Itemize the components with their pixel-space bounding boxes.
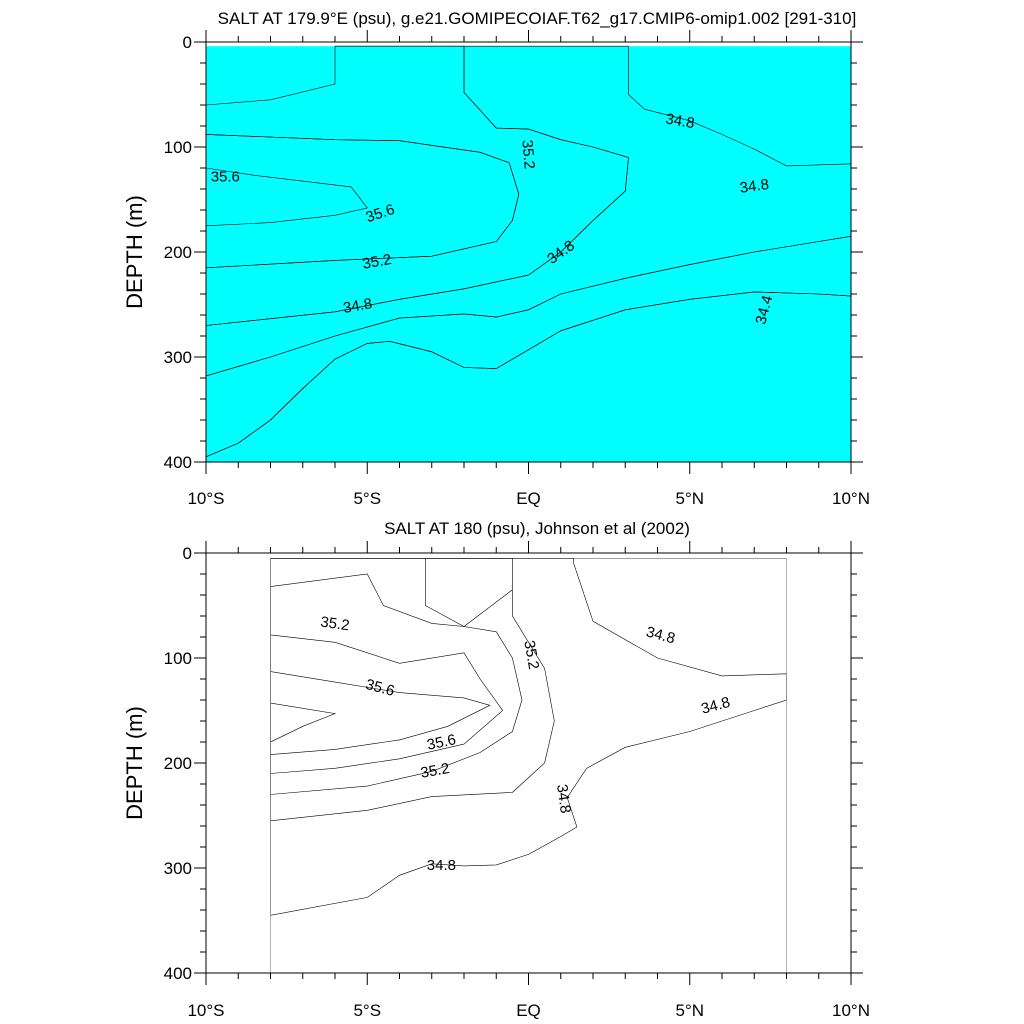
bottom-contour-region-6 [270,702,337,743]
bottom-contour-label-5: 35.6 [425,731,457,754]
bottom-x-tick-label-0: 10°S [187,1001,224,1020]
top-panel: SALT AT 179.9°E (psu), g.e21.GOMIPECOIAF… [122,9,870,508]
bottom-contour-label-6: 35.2 [419,760,451,782]
bottom-contour-label-group-2: 35.2 [520,639,542,671]
top-contour-label-7: 34.8 [342,295,374,317]
bottom-contour-labels: 35.2 34.8 35.2 35.6 34.8 35.6 35.2 34.8 34.8 [319,613,732,873]
top-y-axis-title: DEPTH (m) [122,195,147,309]
top-contour-label-2: 35.2 [518,139,537,170]
top-contour-label-8: 34.4 [752,294,776,327]
top-contour-label-5: 35.2 [361,251,393,273]
top-y-tick-label-1: 100 [164,138,192,157]
top-contour-label-group-7: 34.8 [342,295,374,317]
top-chart-title: SALT AT 179.9°E (psu), g.e21.GOMIPECOIAF… [218,9,857,28]
bottom-contour-label-4: 34.8 [699,694,732,718]
bottom-contour-label-group-7: 34.8 [553,783,574,814]
bottom-y-tick-label-4: 400 [164,964,192,983]
top-contour-label-3: 35.6 [211,168,240,185]
bottom-x-tick-label-1: 5°S [353,1001,381,1020]
bottom-contour-label-8: 34.8 [427,857,456,874]
bottom-x-tick-label-2: EQ [516,1001,541,1020]
bottom-axis-ticks: 10°S 5°S EQ 5°N 10°N 0 100 200 300 400 [164,541,870,1020]
top-contour-label-group-5: 35.2 [361,251,393,273]
bottom-chart-title: SALT AT 180 (psu), Johnson et al (2002) [384,519,690,538]
top-y-tick-label-0: 0 [183,33,192,52]
top-contour-label-group-2: 35.2 [518,139,537,170]
bottom-contour-label-7: 34.8 [553,783,574,814]
bottom-y-tick-label-2: 200 [164,754,192,773]
top-contour-region-5 [206,167,368,227]
top-x-tick-label-3: 5°N [675,489,704,508]
top-contour-label-1: 34.8 [739,176,770,197]
bottom-contour-label-group-4: 34.8 [699,694,732,718]
top-x-tick-label-1: 5°S [353,489,381,508]
bottom-contour-label-group-8: 34.8 [427,857,456,874]
bottom-contour-region-3 [270,573,523,795]
bottom-x-tick-label-3: 5°N [675,1001,704,1020]
bottom-contour-region-1 [270,558,787,916]
bottom-panel: SALT AT 180 (psu), Johnson et al (2002) … [122,519,870,1020]
top-contour-label-group-0: 34.8 [664,110,696,132]
top-x-tick-label-2: EQ [516,489,541,508]
bottom-contour-label-3: 35.6 [364,676,397,700]
bottom-contour-label-group-6: 35.2 [419,760,451,782]
bottom-contour-label-1: 34.8 [644,623,677,647]
top-plot-area [206,45,851,462]
bottom-contour-region-2 [270,558,555,822]
bottom-contour-region-4 [270,634,504,774]
top-axis-ticks: 10°S 5°S EQ 5°N 10°N 0 100 200 300 400 [164,30,870,508]
top-contour-label-group-3: 35.6 [211,168,240,185]
bottom-contour-label-group-1: 34.8 [644,623,677,647]
top-y-tick-label-2: 200 [164,243,192,262]
bottom-contour-region-5 [270,671,491,755]
top-x-tick-label-4: 10°N [832,489,870,508]
top-contour-label-group-1: 34.8 [739,176,770,197]
bottom-contour-region-0 [270,558,787,973]
bottom-y-axis-title: DEPTH (m) [122,706,147,820]
top-contour-label-group-8: 34.4 [752,294,776,327]
bottom-y-tick-label-0: 0 [183,544,192,563]
bottom-contour-label-group-0: 35.2 [319,613,350,634]
top-contour-region-4 [206,134,520,269]
bottom-contour-label-group-5: 35.6 [425,731,457,754]
bottom-x-tick-label-4: 10°N [832,1001,870,1020]
bottom-y-tick-label-1: 100 [164,649,192,668]
top-x-tick-label-0: 10°S [187,489,224,508]
top-contour-label-0: 34.8 [664,110,696,132]
bottom-contour-label-group-3: 35.6 [364,676,397,700]
bottom-y-tick-label-3: 300 [164,859,192,878]
top-y-tick-label-3: 300 [164,348,192,367]
bottom-contour-label-2: 35.2 [520,639,542,671]
bottom-plot-area [270,558,787,973]
bottom-contour-label-0: 35.2 [319,613,350,634]
top-y-tick-label-4: 400 [164,453,192,472]
